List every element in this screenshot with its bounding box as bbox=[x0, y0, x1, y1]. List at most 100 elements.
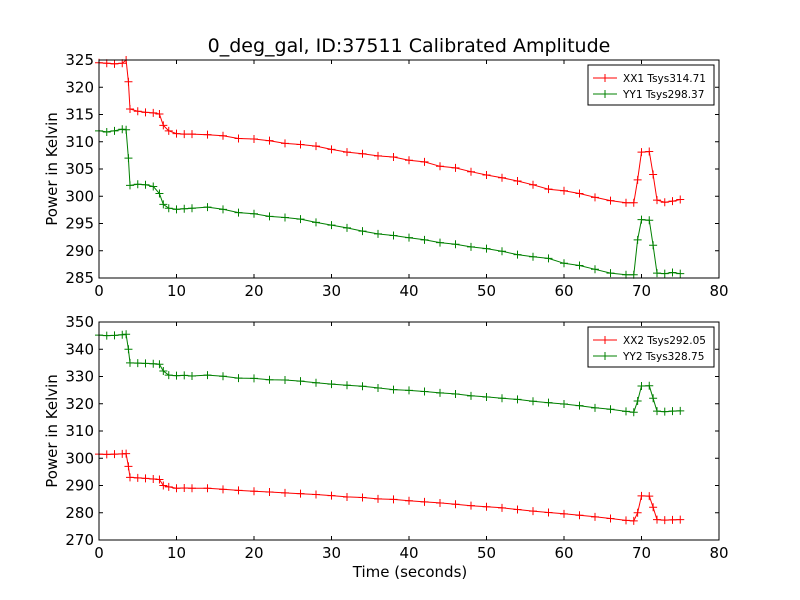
top-series-1-marker bbox=[622, 198, 630, 207]
top-axis-ticks: 0 10 20 30 40 50 60 70 80 285 290 295 300 305 310 315 32… bbox=[65, 51, 728, 300]
top-series-1-marker bbox=[513, 176, 522, 185]
bottom-series-2-marker bbox=[591, 403, 599, 412]
bottom-series-1-marker bbox=[544, 508, 553, 517]
bottom-legend: XX2 Tsys292.05 YY2 Tsys328.75 bbox=[587, 326, 715, 368]
bottom-series-2-marker bbox=[645, 381, 654, 390]
bottom-series-2-marker bbox=[188, 371, 196, 380]
bottom-y-tick-label: 350 bbox=[65, 313, 94, 331]
bottom-series-2-marker bbox=[575, 401, 584, 410]
bottom-series-2-marker bbox=[122, 330, 131, 339]
top-series-1-marker bbox=[629, 198, 638, 207]
bottom-series-1-marker bbox=[451, 500, 460, 509]
top-series-2-marker bbox=[374, 229, 382, 238]
bottom-series-2-marker bbox=[203, 371, 212, 380]
bottom-series-2-marker bbox=[155, 360, 164, 369]
bottom-series-1-marker bbox=[141, 474, 150, 483]
bottom-series-2-marker bbox=[513, 395, 522, 404]
top-legend: XX1 Tsys314.71 YY1 Tsys298.37 bbox=[587, 64, 715, 106]
bottom-series-2-marker bbox=[436, 388, 444, 397]
bottom-series-2-marker bbox=[312, 378, 320, 387]
top-series-2-marker bbox=[296, 215, 305, 224]
top-y-tick-label: 320 bbox=[65, 78, 94, 96]
bottom-series-2-marker bbox=[358, 382, 367, 391]
bottom-series-line-1 bbox=[98, 453, 681, 522]
bottom-series-1-marker bbox=[649, 503, 658, 512]
bottom-series-1-marker bbox=[164, 482, 173, 491]
bottom-series-1-marker bbox=[389, 495, 398, 504]
top-series-2-marker bbox=[155, 189, 164, 198]
top-series-2-marker bbox=[575, 261, 584, 270]
top-series-1-marker bbox=[124, 77, 133, 86]
top-series-2-marker bbox=[622, 270, 630, 279]
top-series-2-marker bbox=[668, 268, 677, 277]
bottom-series-1-marker bbox=[110, 450, 119, 459]
bottom-x-tick-label: 50 bbox=[477, 544, 496, 562]
bottom-y-tick-label: 310 bbox=[65, 422, 94, 440]
top-series-2-marker bbox=[420, 235, 429, 244]
top-series-line-2 bbox=[98, 128, 681, 276]
bottom-x-tick-label: 20 bbox=[244, 544, 263, 562]
top-series-2-marker bbox=[102, 127, 111, 136]
top-legend-marker-2 bbox=[601, 90, 609, 98]
bottom-x-tick-label: 70 bbox=[632, 544, 651, 562]
top-series-2-marker bbox=[180, 204, 189, 213]
bottom-series-2-marker bbox=[451, 389, 460, 398]
bottom-series-1-marker bbox=[660, 516, 669, 525]
bottom-series-2-marker bbox=[622, 407, 630, 416]
top-series-2-marker bbox=[118, 125, 127, 134]
top-series-1-marker bbox=[649, 170, 658, 179]
bottom-series-1-marker bbox=[436, 498, 444, 507]
top-series-2-marker bbox=[405, 233, 413, 242]
top-series-2-marker bbox=[660, 269, 669, 278]
bottom-series-1-marker bbox=[498, 503, 506, 512]
top-series-2-marker bbox=[482, 244, 491, 253]
bottom-series-1-marker bbox=[560, 509, 568, 518]
top-series-1-marker bbox=[102, 59, 111, 68]
bottom-series-2-marker bbox=[250, 374, 258, 383]
top-series-2-marker bbox=[498, 247, 506, 256]
top-legend-label-2: YY1 Tsys298.37 bbox=[622, 89, 704, 101]
top-series-1-marker bbox=[159, 121, 168, 130]
bottom-x-tick-label: 0 bbox=[94, 544, 104, 562]
top-series-1-marker bbox=[668, 197, 677, 206]
top-series-2-marker bbox=[529, 252, 537, 261]
top-series-2-marker bbox=[629, 270, 638, 279]
top-y-tick-label: 295 bbox=[65, 215, 94, 233]
top-series-1-marker bbox=[188, 130, 196, 139]
top-series-1-marker bbox=[312, 142, 320, 151]
top-series-2-marker bbox=[250, 209, 258, 218]
bottom-y-tick-label: 280 bbox=[65, 504, 94, 522]
top-series-1-marker bbox=[219, 131, 227, 140]
bottom-series-1-marker bbox=[133, 473, 142, 482]
bottom-series-2-marker bbox=[389, 385, 398, 394]
bottom-series-1-marker bbox=[250, 487, 258, 496]
top-series-2-marker bbox=[122, 125, 131, 134]
bottom-series-2-marker bbox=[180, 371, 189, 380]
bottom-series-1-marker bbox=[358, 493, 367, 502]
bottom-series-1-marker bbox=[102, 450, 111, 459]
bottom-series-1-marker bbox=[159, 481, 168, 490]
top-series-2-marker bbox=[126, 181, 134, 190]
top-series-2-marker bbox=[451, 240, 460, 249]
bottom-series-1-marker bbox=[374, 494, 382, 503]
top-y-tick-label: 310 bbox=[65, 133, 94, 151]
bottom-y-tick-label: 320 bbox=[65, 395, 94, 413]
top-x-tick-label: 20 bbox=[244, 282, 263, 300]
bottom-series-2-marker bbox=[118, 330, 127, 339]
top-series-2-marker bbox=[149, 182, 158, 191]
top-series-2-marker bbox=[358, 227, 367, 236]
top-series-2-marker bbox=[110, 126, 119, 135]
bottom-series-2-marker bbox=[405, 386, 413, 395]
bottom-y-tick-label: 270 bbox=[65, 531, 94, 549]
bottom-series-1-marker bbox=[653, 515, 661, 524]
bottom-series-2-marker bbox=[633, 397, 642, 406]
top-series-1-marker bbox=[529, 180, 537, 189]
top-series-2-marker bbox=[676, 269, 685, 278]
bottom-series-1-marker bbox=[676, 515, 685, 524]
top-plot-content bbox=[95, 56, 685, 279]
bottom-series-2-marker bbox=[164, 371, 173, 380]
top-x-tick-label: 10 bbox=[167, 282, 186, 300]
top-x-tick-label: 60 bbox=[554, 282, 573, 300]
top-x-tick-label: 80 bbox=[709, 282, 728, 300]
bottom-series-1-marker bbox=[124, 462, 133, 471]
